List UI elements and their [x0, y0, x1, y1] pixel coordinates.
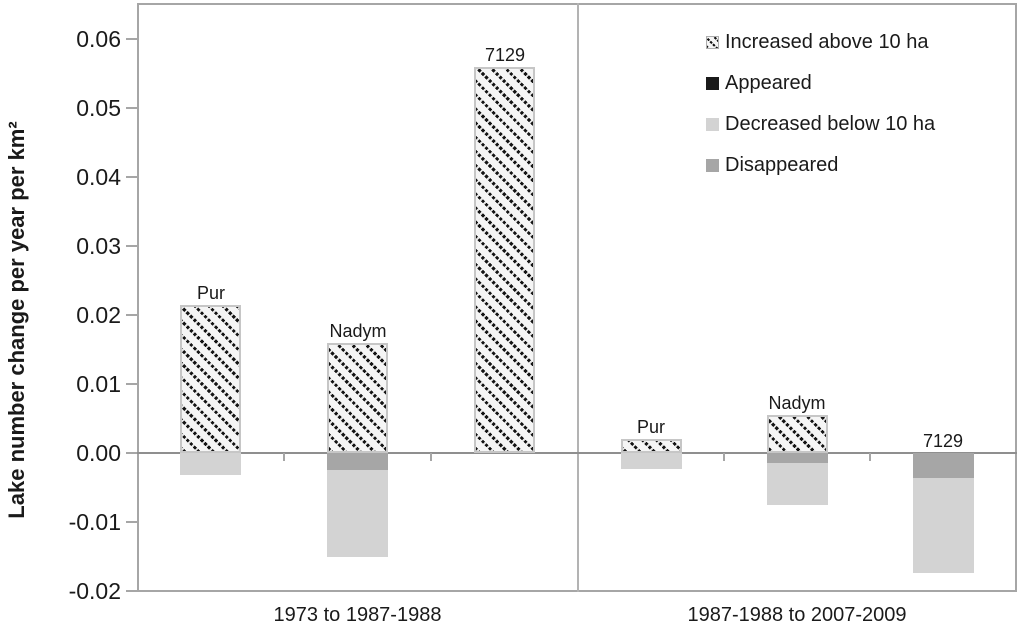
x-tick-mark: [430, 453, 432, 461]
bar-segment-increased: [180, 304, 241, 453]
bar-segment-disappeared: [913, 453, 974, 478]
bar-segment-disappeared: [767, 453, 828, 463]
legend-item-appeared: Appeared: [706, 69, 935, 97]
bar-segment-increased: [621, 439, 682, 453]
bar-segment-increased: [327, 342, 388, 453]
bar-segment-decreased: [327, 470, 388, 558]
zero-axis-line: [137, 452, 1017, 454]
bar-segment-disappeared: [327, 453, 388, 471]
y-tick-label: 0.01: [76, 371, 121, 397]
x-tick-mark: [283, 453, 285, 461]
legend-label: Increased above 10 ha: [725, 31, 929, 53]
bar-label: 7129: [922, 431, 964, 451]
y-tick-label: 0.02: [76, 302, 121, 328]
dark-gray-swatch-icon: [706, 158, 719, 172]
y-tick-label: 0.05: [76, 95, 121, 121]
bar-segment-decreased: [180, 453, 241, 476]
legend-item-increased: Increased above 10 ha: [706, 28, 935, 56]
bar-segment-decreased: [621, 453, 682, 469]
legend-label: Decreased below 10 ha: [725, 113, 936, 135]
y-tick-mark: [126, 38, 137, 40]
legend-label: Disappeared: [725, 154, 839, 176]
x-axis-label-period-2: 1987-1988 to 2007-2009: [687, 604, 907, 626]
y-tick-label: 0.04: [76, 164, 121, 190]
x-axis-label-period-1: 1973 to 1987-1988: [273, 604, 442, 626]
legend-item-disappeared: Disappeared: [706, 151, 935, 179]
bar-label: 7129: [484, 44, 526, 65]
y-tick-mark: [126, 245, 137, 247]
y-tick-mark: [126, 452, 137, 454]
legend: Increased above 10 ha Appeared Decreased…: [706, 28, 935, 192]
x-tick-mark: [723, 453, 725, 461]
y-tick-label: -0.02: [68, 578, 121, 604]
y-tick-label: 0.03: [76, 233, 121, 259]
legend-item-decreased: Decreased below 10 ha: [706, 110, 935, 138]
bar-segment-decreased: [913, 477, 974, 574]
light-gray-swatch-icon: [706, 117, 719, 131]
hatched-swatch-icon: [706, 35, 719, 49]
bar-segment-increased: [767, 415, 828, 453]
legend-label: Appeared: [725, 72, 812, 94]
y-tick-label: 0.00: [76, 440, 121, 466]
bar-label: Pur: [196, 282, 225, 303]
y-tick-mark: [126, 107, 137, 109]
bar-segment-decreased: [767, 462, 828, 505]
bar-label: Pur: [636, 417, 665, 438]
y-tick-mark: [126, 521, 137, 523]
bar-segment-increased: [474, 66, 535, 453]
black-swatch-icon: [706, 76, 719, 90]
bar-label: Nadym: [329, 320, 387, 341]
x-tick-mark: [869, 453, 871, 461]
y-tick-mark: [126, 383, 137, 385]
y-tick-label: -0.01: [68, 509, 121, 535]
y-tick-mark: [126, 590, 137, 592]
y-tick-mark: [126, 176, 137, 178]
panel-divider: [577, 3, 579, 592]
y-tick-mark: [126, 314, 137, 316]
y-tick-label: 0.06: [76, 26, 121, 52]
bar-label: Nadym: [768, 393, 826, 414]
